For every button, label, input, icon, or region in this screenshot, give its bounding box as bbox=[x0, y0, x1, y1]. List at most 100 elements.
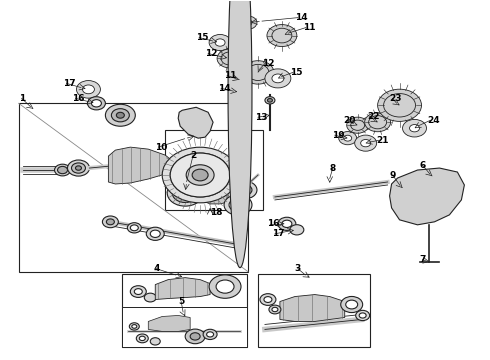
Circle shape bbox=[339, 131, 357, 145]
Text: 21: 21 bbox=[377, 136, 389, 145]
Text: 17: 17 bbox=[272, 229, 285, 238]
Circle shape bbox=[172, 184, 198, 202]
Circle shape bbox=[229, 198, 247, 211]
Circle shape bbox=[75, 166, 81, 170]
Circle shape bbox=[238, 185, 252, 195]
Bar bbox=[122, 306, 247, 347]
Circle shape bbox=[130, 286, 147, 297]
Circle shape bbox=[57, 166, 68, 174]
Circle shape bbox=[102, 216, 119, 228]
Text: 11: 11 bbox=[303, 23, 316, 32]
Circle shape bbox=[150, 230, 160, 238]
Circle shape bbox=[238, 77, 246, 83]
Circle shape bbox=[378, 89, 421, 121]
Polygon shape bbox=[390, 168, 465, 225]
Circle shape bbox=[216, 280, 234, 293]
Circle shape bbox=[186, 165, 214, 185]
Circle shape bbox=[446, 194, 453, 199]
Text: 12: 12 bbox=[205, 49, 218, 58]
Circle shape bbox=[139, 336, 145, 341]
Circle shape bbox=[144, 293, 156, 302]
Circle shape bbox=[82, 85, 95, 94]
Circle shape bbox=[129, 323, 139, 330]
Circle shape bbox=[162, 147, 238, 203]
Circle shape bbox=[105, 104, 135, 126]
Text: 13: 13 bbox=[255, 113, 268, 122]
Polygon shape bbox=[178, 107, 213, 138]
Circle shape bbox=[127, 223, 141, 233]
Text: 22: 22 bbox=[368, 112, 380, 121]
Text: 15: 15 bbox=[196, 33, 209, 42]
Circle shape bbox=[233, 181, 257, 199]
Text: 2: 2 bbox=[190, 150, 196, 159]
Circle shape bbox=[207, 332, 214, 337]
Text: 20: 20 bbox=[343, 116, 356, 125]
Circle shape bbox=[170, 153, 230, 197]
Circle shape bbox=[424, 193, 435, 201]
Circle shape bbox=[265, 69, 291, 88]
Circle shape bbox=[179, 189, 191, 197]
Circle shape bbox=[106, 219, 114, 225]
Text: 11: 11 bbox=[224, 71, 237, 80]
Text: 23: 23 bbox=[390, 94, 402, 103]
Circle shape bbox=[76, 81, 100, 98]
Circle shape bbox=[224, 195, 252, 215]
Circle shape bbox=[111, 109, 129, 122]
Circle shape bbox=[209, 35, 231, 51]
Circle shape bbox=[269, 305, 281, 314]
Circle shape bbox=[242, 61, 274, 84]
Circle shape bbox=[239, 16, 257, 29]
Bar bbox=[122, 274, 247, 347]
Circle shape bbox=[359, 313, 366, 318]
Circle shape bbox=[267, 24, 297, 46]
Circle shape bbox=[187, 115, 207, 130]
Circle shape bbox=[244, 20, 252, 26]
Circle shape bbox=[92, 100, 101, 107]
Circle shape bbox=[215, 39, 225, 46]
Polygon shape bbox=[148, 315, 190, 332]
Circle shape bbox=[72, 163, 85, 173]
Circle shape bbox=[264, 297, 272, 302]
Circle shape bbox=[170, 153, 230, 197]
Circle shape bbox=[190, 333, 200, 340]
Circle shape bbox=[406, 194, 413, 199]
Circle shape bbox=[150, 338, 160, 345]
Circle shape bbox=[134, 289, 142, 294]
Text: 8: 8 bbox=[330, 163, 336, 172]
Circle shape bbox=[361, 139, 370, 147]
Circle shape bbox=[365, 113, 391, 132]
Circle shape bbox=[265, 96, 275, 104]
Circle shape bbox=[341, 297, 363, 312]
Text: 24: 24 bbox=[427, 116, 440, 125]
Circle shape bbox=[355, 135, 377, 151]
Circle shape bbox=[419, 190, 440, 204]
Circle shape bbox=[414, 185, 445, 209]
Polygon shape bbox=[280, 294, 345, 321]
Polygon shape bbox=[108, 147, 175, 184]
Bar bbox=[19, 103, 248, 272]
Circle shape bbox=[87, 97, 105, 110]
Text: 19: 19 bbox=[332, 131, 344, 140]
Circle shape bbox=[356, 310, 369, 321]
Bar bbox=[258, 274, 369, 347]
Circle shape bbox=[130, 225, 138, 231]
Circle shape bbox=[136, 334, 148, 343]
Circle shape bbox=[436, 212, 443, 217]
Circle shape bbox=[217, 49, 243, 68]
Circle shape bbox=[116, 112, 124, 118]
Circle shape bbox=[68, 160, 90, 176]
Circle shape bbox=[410, 125, 419, 132]
Text: 7: 7 bbox=[419, 255, 426, 264]
Circle shape bbox=[192, 169, 208, 181]
Circle shape bbox=[272, 307, 278, 312]
Bar bbox=[165, 130, 263, 210]
Text: 5: 5 bbox=[178, 297, 184, 306]
Text: 9: 9 bbox=[390, 171, 396, 180]
Text: 18: 18 bbox=[210, 208, 222, 217]
Circle shape bbox=[147, 227, 164, 240]
Circle shape bbox=[282, 220, 292, 228]
Text: 14: 14 bbox=[295, 13, 308, 22]
Circle shape bbox=[203, 329, 217, 339]
Text: 6: 6 bbox=[419, 161, 426, 170]
Circle shape bbox=[416, 212, 423, 217]
